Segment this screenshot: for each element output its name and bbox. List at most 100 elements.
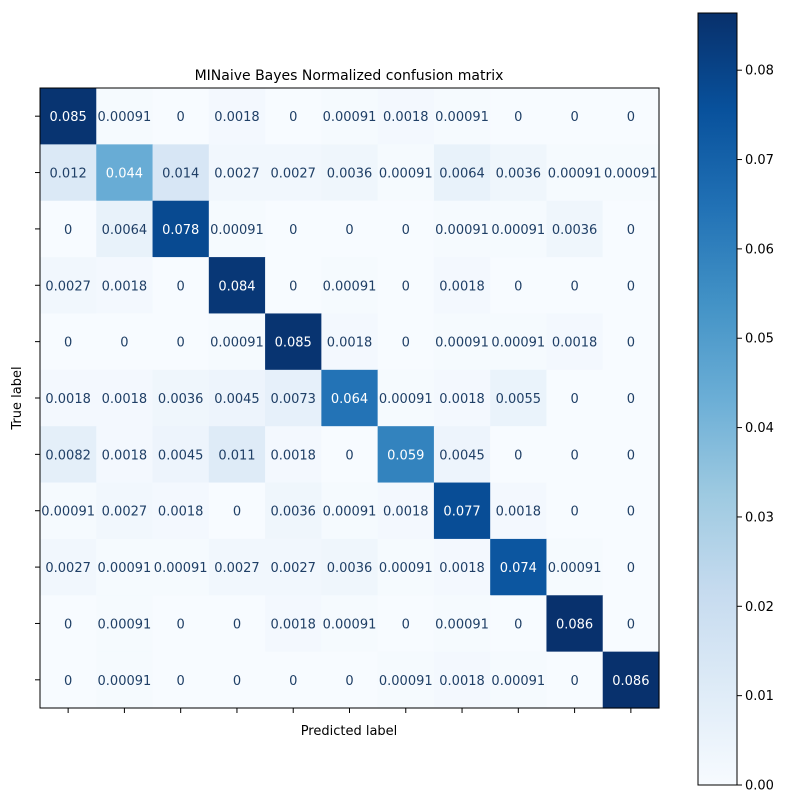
colorbar-tick-label: 0.08 [745,64,774,79]
cell-value-label: 0.059 [387,448,424,463]
cell-value-label: 0 [570,505,578,520]
cell-value-label: 0 [233,617,241,632]
cell-value-label: 0 [289,674,297,689]
heatmap-cell [40,651,97,709]
colorbar [697,12,738,786]
heatmap-cell [40,426,97,484]
heatmap-cells [40,88,660,709]
cell-value-label: 0.0018 [439,674,485,689]
heatmap-cell [321,144,379,202]
cell-value-label: 0.0036 [327,167,373,182]
cell-value-label: 0 [402,336,410,351]
heatmap-cell [433,200,491,258]
cell-value-label: 0.00091 [210,336,264,351]
heatmap-cell [152,426,210,484]
heatmap-cell [40,88,97,145]
colorbar-ticks: 0.00 0.01 0.02 0.03 0.04 0.05 0.06 0.07 0.08 [737,64,774,794]
y-axis-ticks [35,115,40,681]
heatmap-cell [546,88,604,145]
heatmap-cell [490,651,548,709]
heatmap-cell [490,88,548,145]
cell-value-label: 0.00091 [323,110,377,125]
heatmap-cell [321,369,379,427]
cell-value-label: 0.0018 [102,392,148,407]
heatmap-cell [377,538,435,596]
cell-value-label: 0 [514,110,522,125]
cell-value-label: 0.0027 [45,561,91,576]
cell-value-label: 0.00091 [98,617,152,632]
cell-value-label: 0 [345,223,353,238]
cell-value-label: 0 [177,336,185,351]
cell-value-label: 0 [64,617,72,632]
heatmap-cell [546,651,604,709]
heatmap-cell [208,482,266,540]
cell-value-label: 0.012 [50,167,87,182]
heatmap-cell [490,369,548,427]
cell-value-label: 0 [233,674,241,689]
cell-value-label: 0 [627,223,635,238]
heatmap-cell [490,313,548,371]
cell-value-label: 0.00091 [98,674,152,689]
heatmap-cell [602,200,660,258]
cell-value-label: 0 [64,336,72,351]
heatmap-cell [377,482,435,540]
cell-value-label: 0.0018 [327,336,373,351]
cell-value-label: 0 [402,617,410,632]
heatmap-cell [96,200,154,258]
cell-value-label: 0.0018 [45,392,91,407]
heatmap-cell [96,538,154,596]
cell-value-label: 0.0036 [496,167,542,182]
cell-value-label: 0 [514,448,522,463]
y-axis-label: True label [10,366,25,430]
heatmap-cell [546,144,604,202]
heatmap-cell [321,426,379,484]
heatmap-cell [433,88,491,145]
cell-value-label: 0 [570,448,578,463]
heatmap-cell [433,538,491,596]
cell-value-label: 0.044 [106,167,143,182]
colorbar-tick-label: 0.02 [745,600,774,615]
heatmap-cell [490,144,548,202]
heatmap-cell [433,426,491,484]
heatmap-cell [208,88,266,145]
colorbar-tick-label: 0.04 [745,421,774,436]
cell-value-label: 0 [570,279,578,294]
heatmap-cell [208,144,266,202]
cell-value-label: 0.00091 [548,561,602,576]
heatmap-cell [265,88,322,145]
cell-value-label: 0 [627,392,635,407]
heatmap-cell [490,426,548,484]
heatmap-cell [265,426,322,484]
heatmap-cell [602,595,660,653]
heatmap-cell [265,257,322,315]
cell-value-label: 0.0036 [158,392,204,407]
cell-value-label: 0.0018 [270,617,316,632]
cell-value-label: 0.0018 [439,392,485,407]
cell-value-label: 0.0018 [270,448,316,463]
cell-value-label: 0.00091 [435,617,489,632]
cell-value-label: 0.00091 [323,617,377,632]
heatmap-cell [152,313,210,371]
x-axis-ticks [67,708,632,713]
heatmap-cell [96,426,154,484]
heatmap-cell [40,482,97,540]
heatmap-cell [96,482,154,540]
heatmap-cell [433,482,491,540]
heatmap-cell [40,144,97,202]
cell-value-label: 0.0018 [496,505,542,520]
cell-value-label: 0 [514,279,522,294]
cell-value-label: 0.0018 [102,448,148,463]
heatmap-cell [490,595,548,653]
heatmap-cell [40,313,97,371]
heatmap-cell [40,200,97,258]
cell-value-label: 0 [289,110,297,125]
cell-value-label: 0.0045 [158,448,204,463]
heatmap-cell [208,200,266,258]
heatmap-cell [490,257,548,315]
heatmap-cell [546,369,604,427]
cell-value-label: 0.00091 [98,561,152,576]
cell-value-label: 0.00091 [154,561,208,576]
heatmap-cell [490,482,548,540]
cell-value-label: 0.0018 [214,110,260,125]
cell-value-label: 0.0073 [270,392,316,407]
